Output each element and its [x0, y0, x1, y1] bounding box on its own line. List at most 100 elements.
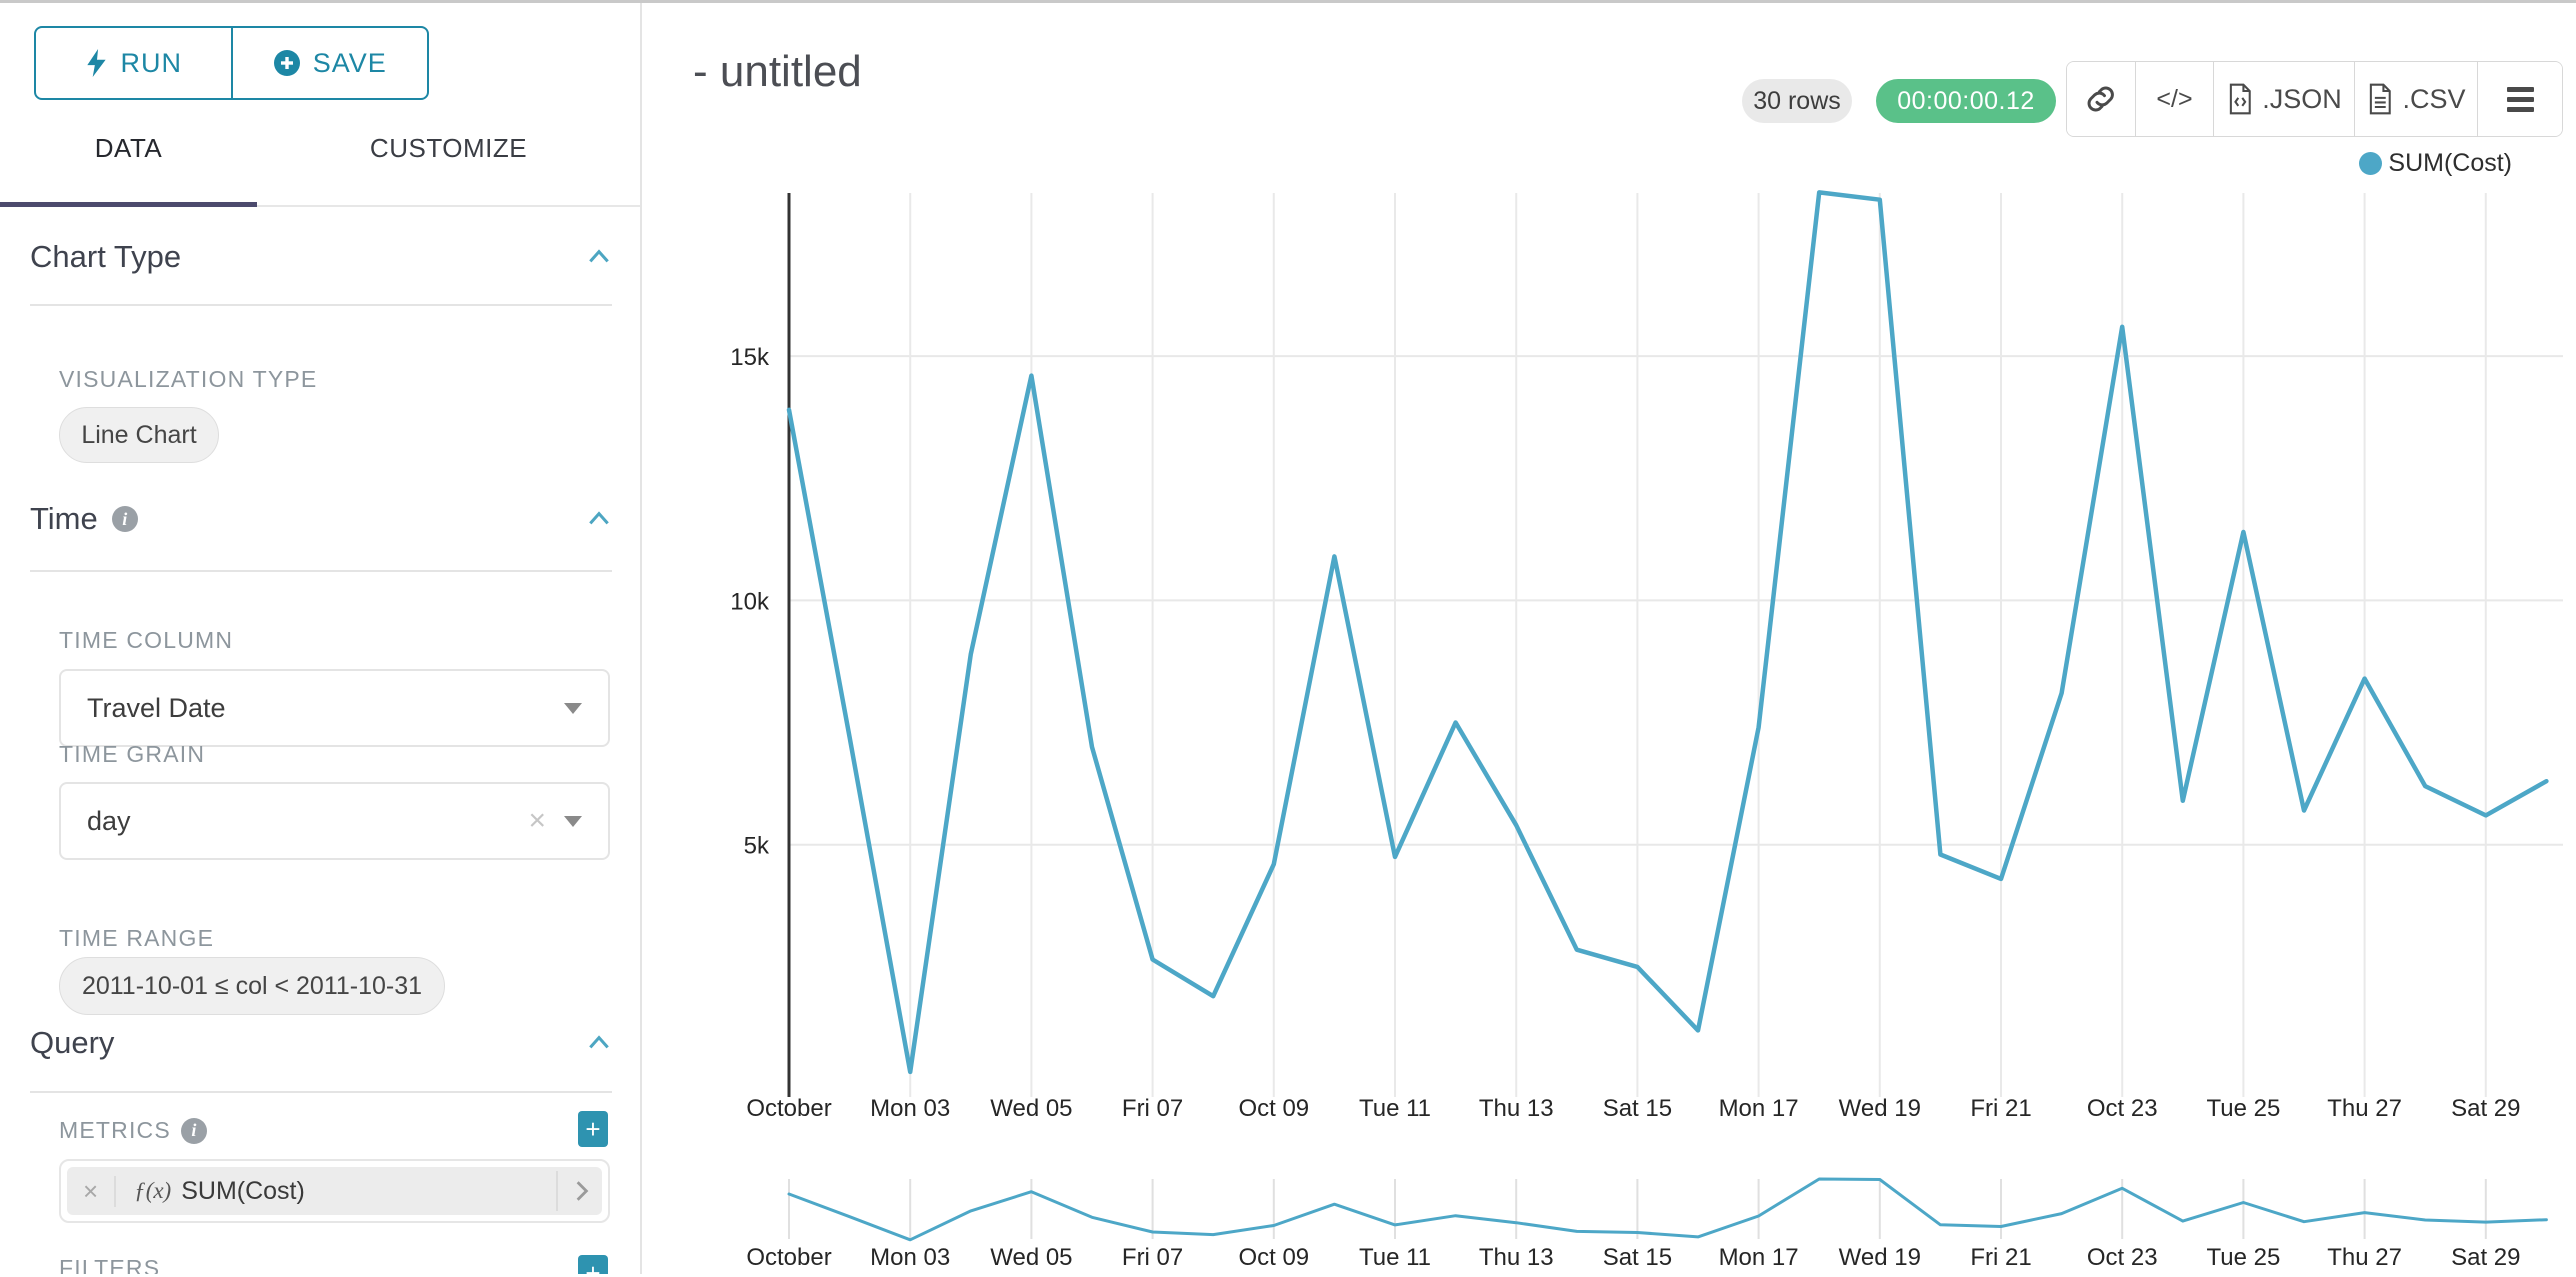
- svg-text:Wed 19: Wed 19: [1839, 1244, 1921, 1271]
- save-button[interactable]: SAVE: [233, 28, 428, 98]
- run-button-label: RUN: [120, 47, 182, 78]
- section-divider: [30, 1091, 612, 1093]
- svg-text:Fri 07: Fri 07: [1122, 1095, 1183, 1122]
- legend-item[interactable]: SUM(Cost): [2359, 149, 2512, 178]
- time-grain-label: TIME GRAIN: [59, 741, 206, 767]
- svg-text:Oct 23: Oct 23: [2087, 1095, 2158, 1122]
- svg-text:Fri 07: Fri 07: [1122, 1244, 1183, 1271]
- svg-text:Sat 29: Sat 29: [2451, 1244, 2520, 1271]
- link-icon: [2087, 86, 2114, 112]
- plus-circle-icon: [273, 50, 300, 76]
- time-range-pill[interactable]: 2011-10-01 ≤ col < 2011-10-31: [59, 957, 445, 1015]
- tab-customize[interactable]: CUSTOMIZE: [369, 133, 528, 163]
- info-icon: i: [111, 506, 138, 532]
- visualization-type-label: VISUALIZATION TYPE: [59, 366, 318, 392]
- export-button-bar: </> .JSON .CSV: [2066, 61, 2563, 137]
- svg-text:Wed 19: Wed 19: [1839, 1095, 1921, 1122]
- chart-title[interactable]: - untitled: [693, 47, 862, 96]
- svg-text:Mon 03: Mon 03: [870, 1095, 950, 1122]
- svg-text:Fri 21: Fri 21: [1970, 1095, 2031, 1122]
- csv-file-icon: [2370, 83, 2392, 115]
- row-count-badge: 30 rows: [1742, 79, 1852, 123]
- svg-text:Oct 09: Oct 09: [1238, 1244, 1309, 1271]
- time-column-select[interactable]: Travel Date: [59, 669, 610, 747]
- legend-color-dot: [2359, 152, 2383, 175]
- save-button-label: SAVE: [312, 47, 387, 78]
- chart-type-title: Chart Type: [30, 239, 182, 274]
- svg-text:Sat 15: Sat 15: [1603, 1095, 1672, 1122]
- query-timer-badge: 00:00:00.12: [1876, 79, 2056, 123]
- share-link-button[interactable]: [2067, 62, 2136, 136]
- time-title: Time: [30, 501, 98, 536]
- chevron-down-icon: [564, 815, 582, 827]
- chart-panel: - untitled 30 rows 00:00:00.12 </> .JSON: [642, 3, 2576, 1274]
- run-button[interactable]: RUN: [36, 28, 233, 98]
- time-grain-select[interactable]: day ×: [59, 782, 610, 860]
- chevron-right-icon[interactable]: [556, 1171, 602, 1211]
- export-csv-button[interactable]: .CSV: [2355, 62, 2478, 136]
- svg-text:5k: 5k: [744, 833, 770, 860]
- svg-text:Wed 05: Wed 05: [990, 1095, 1072, 1122]
- chevron-down-icon: [564, 702, 582, 714]
- collapse-chevron-up-icon[interactable]: [586, 1025, 612, 1061]
- section-divider: [30, 304, 612, 306]
- function-icon: ƒ(x): [134, 1178, 172, 1203]
- view-query-button[interactable]: </>: [2136, 62, 2214, 136]
- collapse-chevron-up-icon[interactable]: [586, 239, 612, 275]
- svg-text:Sat 15: Sat 15: [1603, 1244, 1672, 1271]
- sidebar-tab-bar: DATA CUSTOMIZE: [0, 107, 640, 207]
- svg-text:10k: 10k: [730, 588, 770, 615]
- json-file-icon: [2230, 83, 2251, 115]
- svg-text:Tue 11: Tue 11: [1359, 1244, 1431, 1271]
- metrics-label: METRICS i: [59, 1117, 207, 1144]
- svg-text:Thu 27: Thu 27: [2327, 1244, 2402, 1271]
- time-range-brush[interactable]: [642, 1151, 2576, 1243]
- filters-label: FILTERS: [59, 1255, 161, 1274]
- tab-data[interactable]: DATA: [0, 107, 257, 207]
- menu-icon: [2506, 86, 2534, 112]
- time-column-label: TIME COLUMN: [59, 627, 234, 653]
- svg-text:Tue 25: Tue 25: [2206, 1095, 2280, 1122]
- collapse-chevron-up-icon[interactable]: [586, 501, 612, 537]
- svg-text:Mon 03: Mon 03: [870, 1244, 950, 1271]
- line-chart-canvas: 5k 10k 15k October Mon 03 Wed 05 Fri 07 Oct 09 T…: [730, 190, 2563, 1271]
- remove-metric-icon[interactable]: ×: [67, 1175, 117, 1207]
- svg-text:Fri 21: Fri 21: [1970, 1244, 2031, 1271]
- query-title: Query: [30, 1025, 115, 1060]
- time-column-value: Travel Date: [87, 692, 226, 723]
- run-save-button-group: RUN SAVE: [34, 26, 429, 100]
- query-section-header: Query: [30, 1025, 612, 1061]
- section-divider: [30, 570, 612, 572]
- control-sidebar: RUN SAVE DATA CUSTOMIZE Chart Type VISUA…: [0, 3, 642, 1274]
- time-grain-value: day: [87, 805, 131, 836]
- info-icon: i: [180, 1117, 207, 1144]
- svg-text:Oct 09: Oct 09: [1238, 1095, 1309, 1122]
- export-json-button[interactable]: .JSON: [2214, 62, 2355, 136]
- svg-text:15k: 15k: [730, 344, 770, 371]
- metrics-container: × ƒ(x) SUM(Cost): [59, 1159, 610, 1223]
- svg-text:Tue 25: Tue 25: [2206, 1244, 2280, 1271]
- svg-text:Oct 23: Oct 23: [2087, 1244, 2158, 1271]
- code-icon: </>: [2156, 84, 2193, 113]
- svg-text:Thu 27: Thu 27: [2327, 1095, 2402, 1122]
- svg-text:Wed 05: Wed 05: [990, 1244, 1072, 1271]
- legend-label: SUM(Cost): [2388, 149, 2512, 177]
- bolt-icon: [86, 49, 106, 77]
- svg-text:Sat 29: Sat 29: [2451, 1095, 2520, 1122]
- metric-name: SUM(Cost): [181, 1176, 305, 1205]
- more-options-button[interactable]: [2478, 62, 2562, 136]
- viz-type-pill[interactable]: Line Chart: [59, 407, 219, 463]
- svg-text:Tue 11: Tue 11: [1359, 1095, 1431, 1122]
- svg-text:Thu 13: Thu 13: [1479, 1095, 1554, 1122]
- add-metric-button[interactable]: +: [578, 1111, 608, 1147]
- add-filter-button[interactable]: +: [578, 1255, 608, 1274]
- clear-icon[interactable]: ×: [528, 804, 546, 837]
- time-section-header: Time i: [30, 501, 612, 537]
- svg-text:Mon 17: Mon 17: [1719, 1244, 1799, 1271]
- metric-item[interactable]: × ƒ(x) SUM(Cost): [67, 1167, 602, 1215]
- svg-text:Mon 17: Mon 17: [1719, 1095, 1799, 1122]
- svg-text:October: October: [746, 1244, 831, 1271]
- chart-type-section-header: Chart Type: [30, 239, 612, 275]
- export-csv-label: .CSV: [2402, 83, 2466, 114]
